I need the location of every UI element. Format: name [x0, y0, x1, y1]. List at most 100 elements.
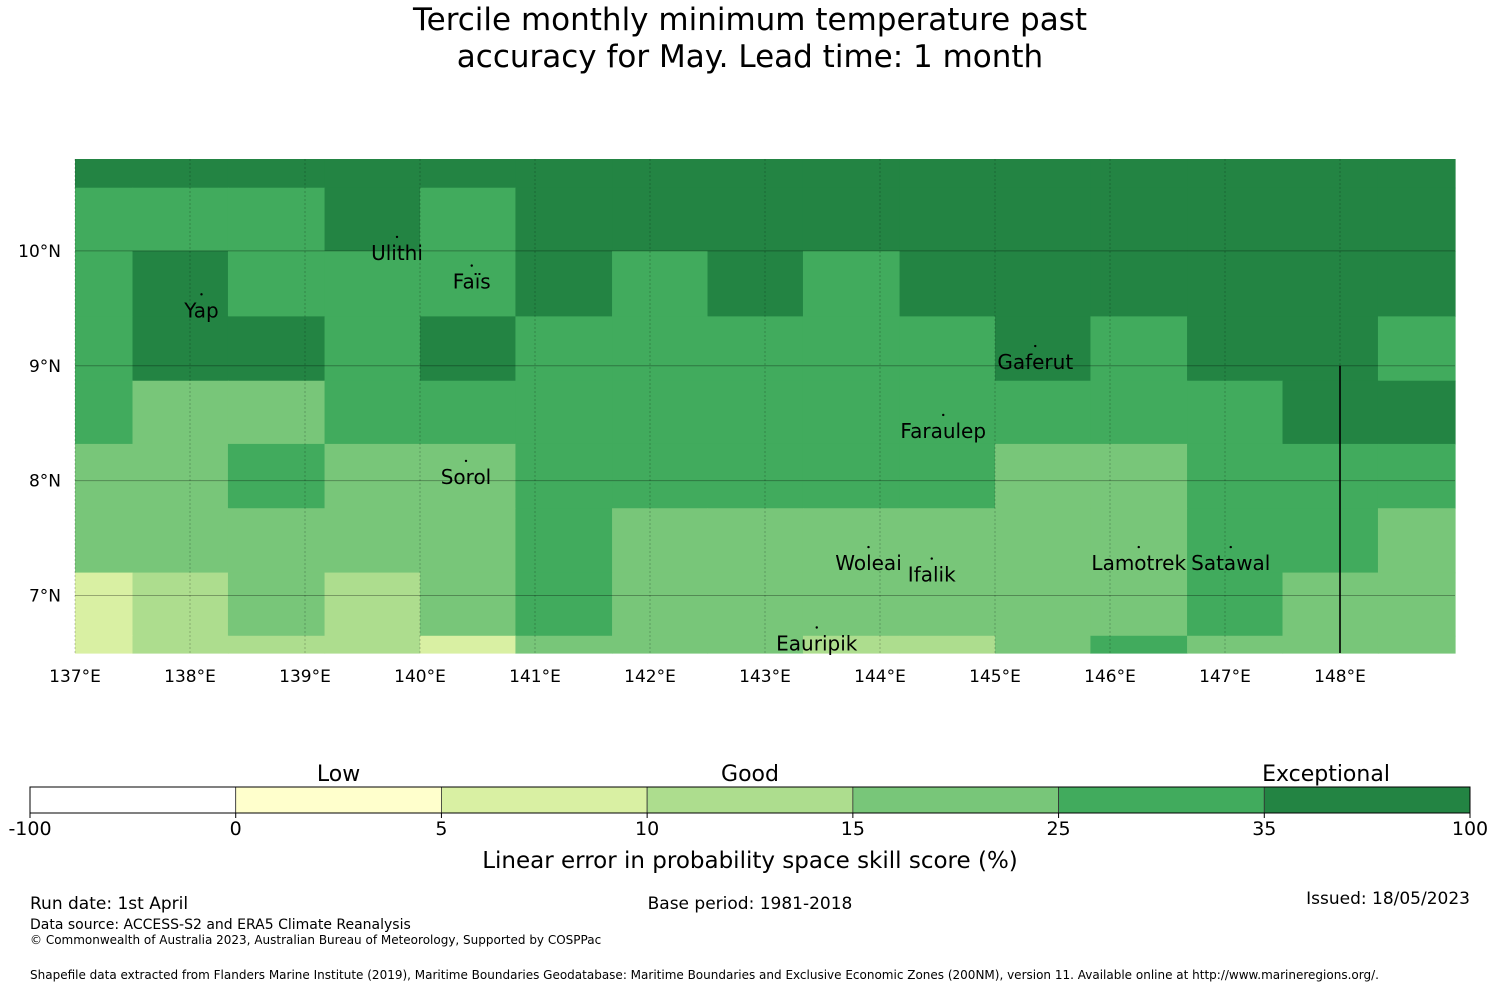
island-label: Eauripik	[776, 632, 858, 656]
skill-cell	[1090, 508, 1188, 574]
latitude-tick-label: 9°N	[29, 357, 61, 377]
skill-cell	[227, 159, 326, 189]
skill-cell	[420, 187, 517, 252]
skill-cell	[132, 250, 229, 317]
skill-cell	[75, 159, 134, 189]
skill-cell	[324, 635, 421, 654]
skill-cell	[1090, 250, 1188, 317]
skill-cell	[324, 316, 421, 382]
skill-cell	[899, 572, 996, 637]
skill-cell	[324, 443, 421, 509]
skill-cell	[1090, 635, 1188, 654]
skill-cell	[1187, 187, 1284, 252]
latitude-tick-label: 7°N	[29, 587, 61, 607]
skill-cell	[995, 159, 1092, 189]
skill-cell	[420, 316, 517, 382]
skill-cell	[612, 250, 709, 317]
map-title-line-1: Tercile monthly minimum temperature past	[412, 2, 1088, 38]
skill-cell	[1377, 159, 1456, 189]
skill-cell	[75, 380, 134, 445]
skill-cell	[515, 508, 613, 574]
skill-cell	[899, 187, 996, 252]
colorbar-tick-label: 100	[1452, 818, 1488, 840]
skill-cell	[995, 443, 1092, 509]
skill-cell	[707, 159, 804, 189]
island-label: Sorol	[441, 465, 492, 489]
longitude-tick-label: 147°E	[1199, 667, 1251, 687]
skill-cell	[515, 316, 613, 382]
skill-cell	[802, 508, 901, 574]
skill-cell	[324, 250, 421, 317]
skill-cell	[707, 316, 804, 382]
colorbar-swatch	[441, 786, 648, 814]
island-marker	[942, 413, 945, 417]
island-label: Faraulep	[900, 419, 986, 443]
skill-cell	[1282, 635, 1379, 654]
skill-cell	[324, 572, 421, 637]
colorbar-category-label: Exceptional	[1262, 762, 1390, 787]
island-label: Gaferut	[997, 350, 1073, 374]
colorbar-swatch	[29, 786, 237, 814]
longitude-tick-label: 138°E	[164, 667, 216, 687]
skill-cell	[227, 635, 326, 654]
colorbar-swatch	[235, 786, 442, 814]
skill-cell	[324, 508, 421, 574]
skill-cell	[515, 443, 613, 509]
skill-cell	[612, 316, 709, 382]
colorbar-tick-label: 0	[230, 818, 242, 840]
skill-cell	[75, 508, 134, 574]
skill-cell	[132, 187, 229, 252]
skill-cell	[802, 159, 901, 189]
skill-cell	[1282, 187, 1379, 252]
skill-cell	[707, 250, 804, 317]
skill-cell	[1090, 316, 1188, 382]
skill-cell	[227, 380, 326, 445]
longitude-tick-label: 140°E	[394, 667, 446, 687]
skill-cell	[324, 380, 421, 445]
island-marker	[815, 626, 818, 629]
skill-cell	[899, 316, 996, 382]
skill-cell	[1090, 187, 1188, 252]
island-label: Yap	[183, 298, 218, 322]
latitude-tick-label: 10°N	[18, 242, 61, 262]
skill-cell	[1282, 380, 1379, 445]
skill-cell	[1090, 380, 1188, 445]
island-label: Ulithi	[371, 241, 423, 265]
colorbar-category-label: Low	[317, 762, 360, 787]
skill-cell	[420, 159, 517, 189]
skill-cell	[227, 443, 326, 509]
skill-cell	[75, 316, 134, 382]
skill-cell	[227, 572, 326, 637]
skill-cell	[75, 572, 134, 637]
shapefile-credit: Shapefile data extracted from Flanders M…	[30, 968, 1379, 982]
skill-cell	[802, 316, 901, 382]
colorbar-tick-label: 5	[435, 818, 447, 840]
island-marker	[1137, 545, 1140, 549]
skill-cell	[899, 250, 996, 317]
skill-cell	[1187, 159, 1284, 189]
skill-cell	[227, 187, 326, 252]
skill-cell	[324, 187, 421, 252]
skill-cell	[995, 380, 1092, 445]
skill-cell	[515, 635, 613, 654]
colorbar-swatch	[1058, 786, 1265, 814]
colorbar-tick-label: 10	[635, 818, 659, 840]
longitude-tick-label: 146°E	[1084, 667, 1136, 687]
skill-cell	[227, 508, 326, 574]
skill-cell	[1187, 635, 1284, 654]
base-period: Base period: 1981-2018	[647, 894, 853, 914]
skill-cell	[899, 635, 996, 654]
colorbar-tick-label: 35	[1252, 818, 1276, 840]
colorbar-tick-label: -100	[8, 818, 51, 840]
longitude-tick-label: 137°E	[49, 667, 101, 687]
skill-cell	[1282, 508, 1379, 574]
skill-cell	[227, 250, 326, 317]
skill-cell	[995, 635, 1092, 654]
island-marker	[930, 557, 933, 560]
island-label: Ifalik	[908, 563, 956, 587]
longitude-tick-label: 148°E	[1314, 667, 1366, 687]
skill-cell	[995, 316, 1092, 382]
skill-cell	[899, 380, 996, 445]
run-date: Run date: 1st April	[30, 894, 189, 914]
colorbar-tick-label: 15	[841, 818, 865, 840]
